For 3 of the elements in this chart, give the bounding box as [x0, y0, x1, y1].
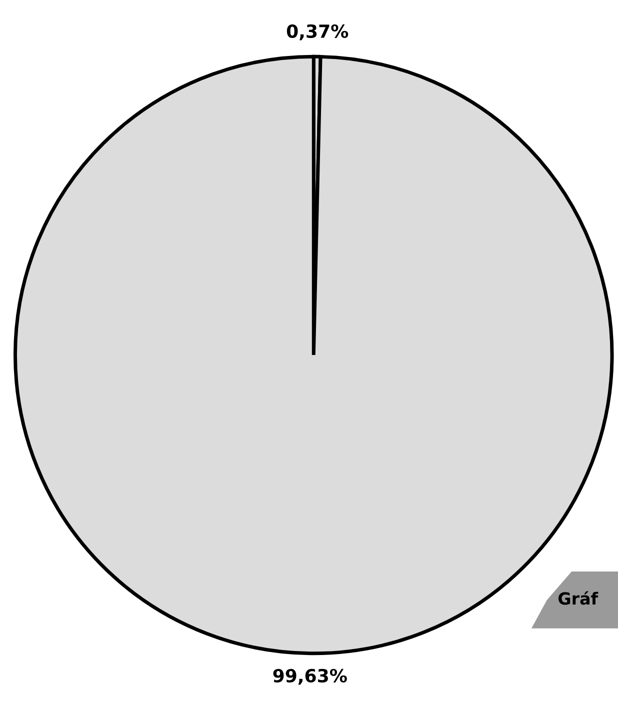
text: Gráf — [558, 591, 598, 605]
data-label: 99,63% — [273, 668, 347, 685]
data-label: 0,37% — [286, 24, 348, 40]
